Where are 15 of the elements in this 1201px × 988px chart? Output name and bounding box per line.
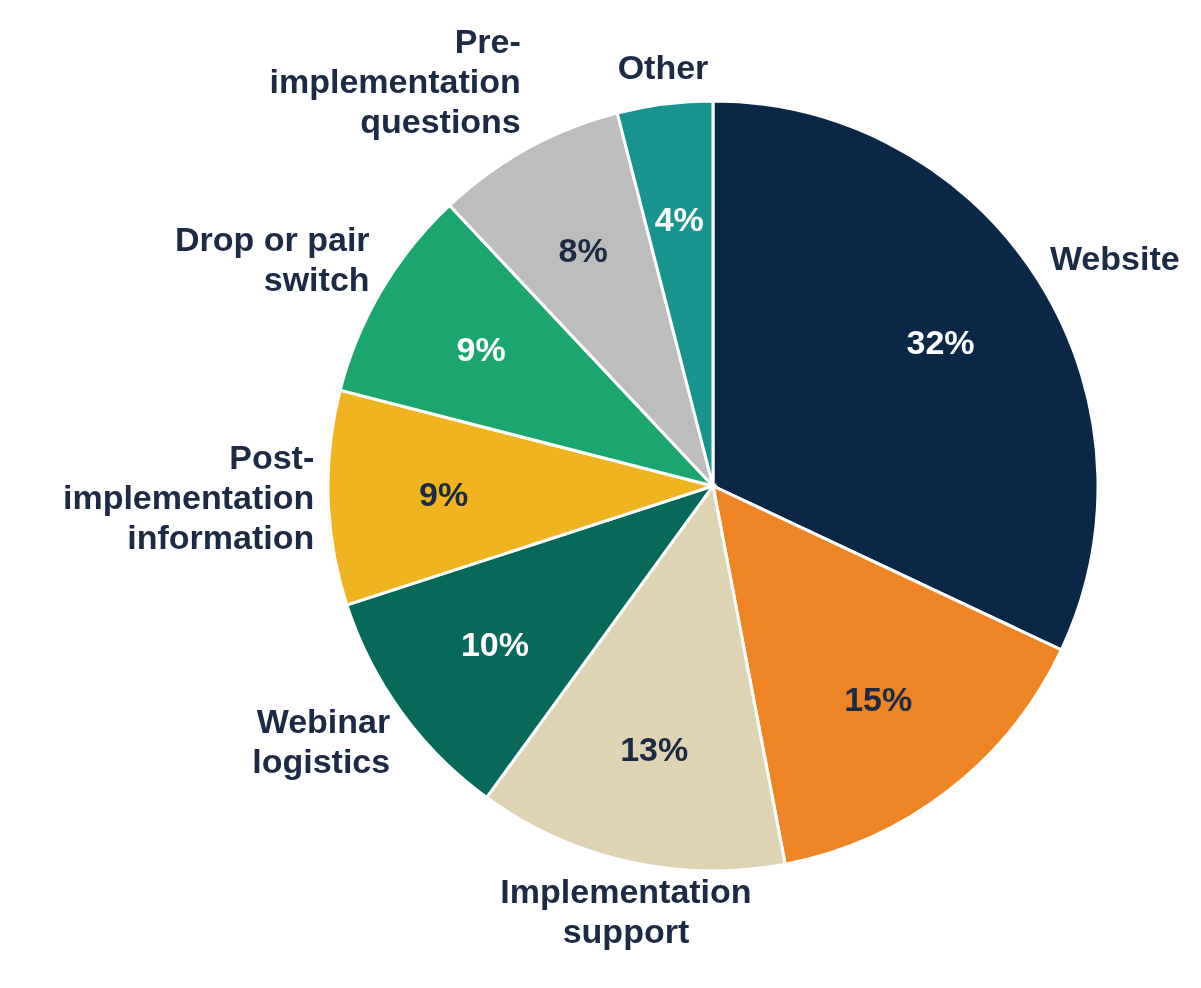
slice-label: Webinar logistics: [252, 701, 391, 780]
slice-label: Other: [617, 48, 709, 87]
data-label: 9%: [456, 329, 506, 368]
data-label: 15%: [844, 679, 913, 718]
data-label: 8%: [558, 230, 608, 269]
slice-label: Website: [1049, 239, 1180, 278]
slice-label: Drop or pair switch: [174, 220, 370, 299]
data-label: 10%: [460, 625, 529, 664]
data-label: 4%: [654, 199, 704, 238]
data-label: 13%: [620, 729, 689, 768]
data-label: 32%: [906, 322, 975, 361]
slice-label: Pre-implementation questions: [269, 21, 521, 140]
slice-label: Implementation support: [500, 872, 752, 951]
slice-label: Post-implementation information: [62, 438, 315, 557]
data-label: 9%: [419, 475, 469, 514]
